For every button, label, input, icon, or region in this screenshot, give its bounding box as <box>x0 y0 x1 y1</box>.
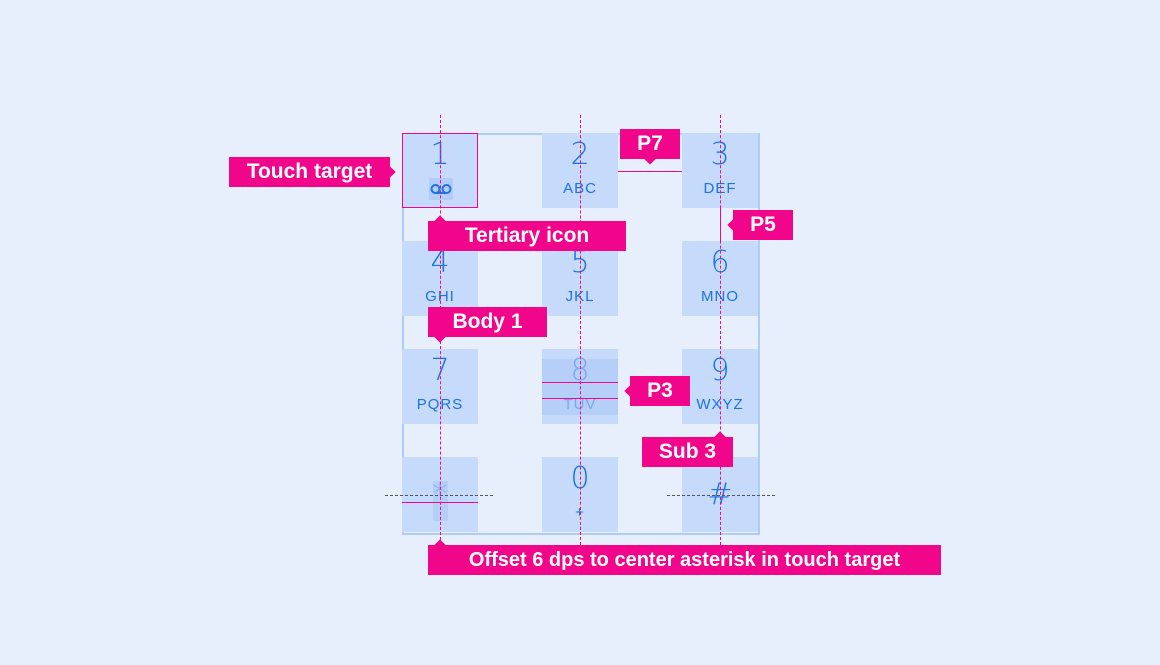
key-letters: GHI <box>425 288 455 305</box>
key-letters: ABC <box>563 180 597 197</box>
key-letters: PQRS <box>416 396 464 413</box>
guide-line <box>720 115 721 545</box>
key-letters: JKL <box>565 288 595 305</box>
guide-line <box>580 115 581 545</box>
label-sub-3: Sub 3 <box>642 437 733 467</box>
label-body-1: Body 1 <box>428 307 547 337</box>
spacing-line <box>402 502 478 503</box>
key-letters: + <box>575 504 585 521</box>
key-letters: DEF <box>703 180 737 197</box>
label-touch-target: Touch target <box>229 157 390 187</box>
key-letters: WXYZ <box>696 396 744 413</box>
label-tertiary-icon: Tertiary icon <box>428 221 626 251</box>
label-p3: P3 <box>630 376 690 406</box>
label-offset: Offset 6 dps to center asterisk in touch… <box>428 545 941 575</box>
guide-line <box>667 495 775 496</box>
spacing-line <box>542 398 618 399</box>
key-letters: MNO <box>701 288 739 305</box>
voicemail-icon <box>429 178 453 200</box>
spacing-line <box>618 171 682 172</box>
spacing-line <box>720 208 721 241</box>
spacing-line <box>542 382 618 383</box>
key-digit: # <box>707 477 733 512</box>
label-p5: P5 <box>733 210 793 240</box>
guide-line <box>385 495 493 496</box>
label-p7: P7 <box>620 129 680 159</box>
key-letters: TUV <box>563 396 597 413</box>
